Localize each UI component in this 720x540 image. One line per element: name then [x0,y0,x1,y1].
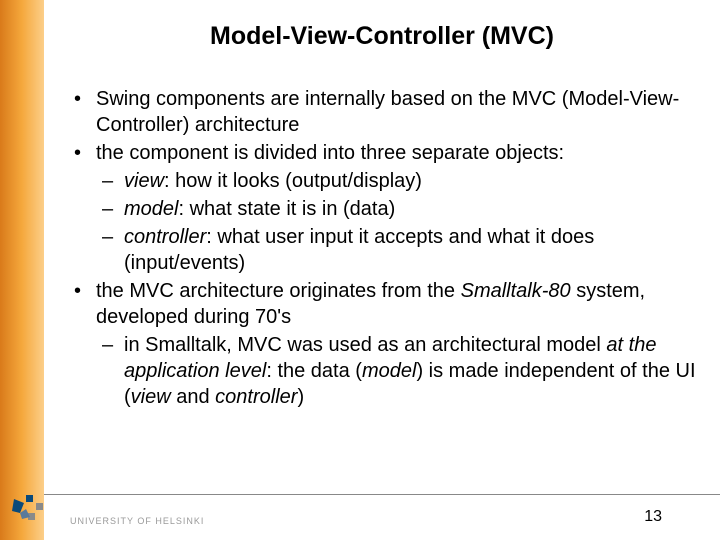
plain-text: in Smalltalk, MVC was used as an archite… [124,334,606,356]
sub-bullet-item: in Smalltalk, MVC was used as an archite… [72,332,702,410]
plain-text: the MVC architecture originates from the [96,280,461,302]
bullet-item: Swing components are internally based on… [72,86,702,138]
em-text: controller [124,226,206,248]
slide-title: Model-View-Controller (MVC) [44,22,720,51]
footer: UNIVERSITY OF HELSINKI 13 [0,494,720,540]
sidebar-gradient [0,0,44,540]
sub-bullet-item: view: how it looks (output/display) [72,168,702,194]
slide-body: Swing components are internally based on… [72,86,702,412]
em-text: model [124,198,178,220]
plain-text: and [171,386,215,408]
bullet-item: the MVC architecture originates from the… [72,278,702,330]
em-text: model [362,360,416,382]
plain-text: : how it looks (output/display) [164,170,422,192]
footer-divider [44,494,720,495]
sub-bullet-item: model: what state it is in (data) [72,196,702,222]
em-text: view [124,170,164,192]
em-text: Smalltalk-80 [461,280,571,302]
page-number: 13 [644,508,662,526]
plain-text: : what state it is in (data) [178,198,395,220]
bullet-item: the component is divided into three sepa… [72,140,702,166]
university-name: UNIVERSITY OF HELSINKI [70,516,204,526]
sub-bullet-item: controller: what user input it accepts a… [72,224,702,276]
plain-text: ) [297,386,304,408]
plain-text: : the data ( [266,360,362,382]
em-text: controller [215,386,297,408]
university-logo-icon [10,493,52,532]
em-text: view [131,386,171,408]
